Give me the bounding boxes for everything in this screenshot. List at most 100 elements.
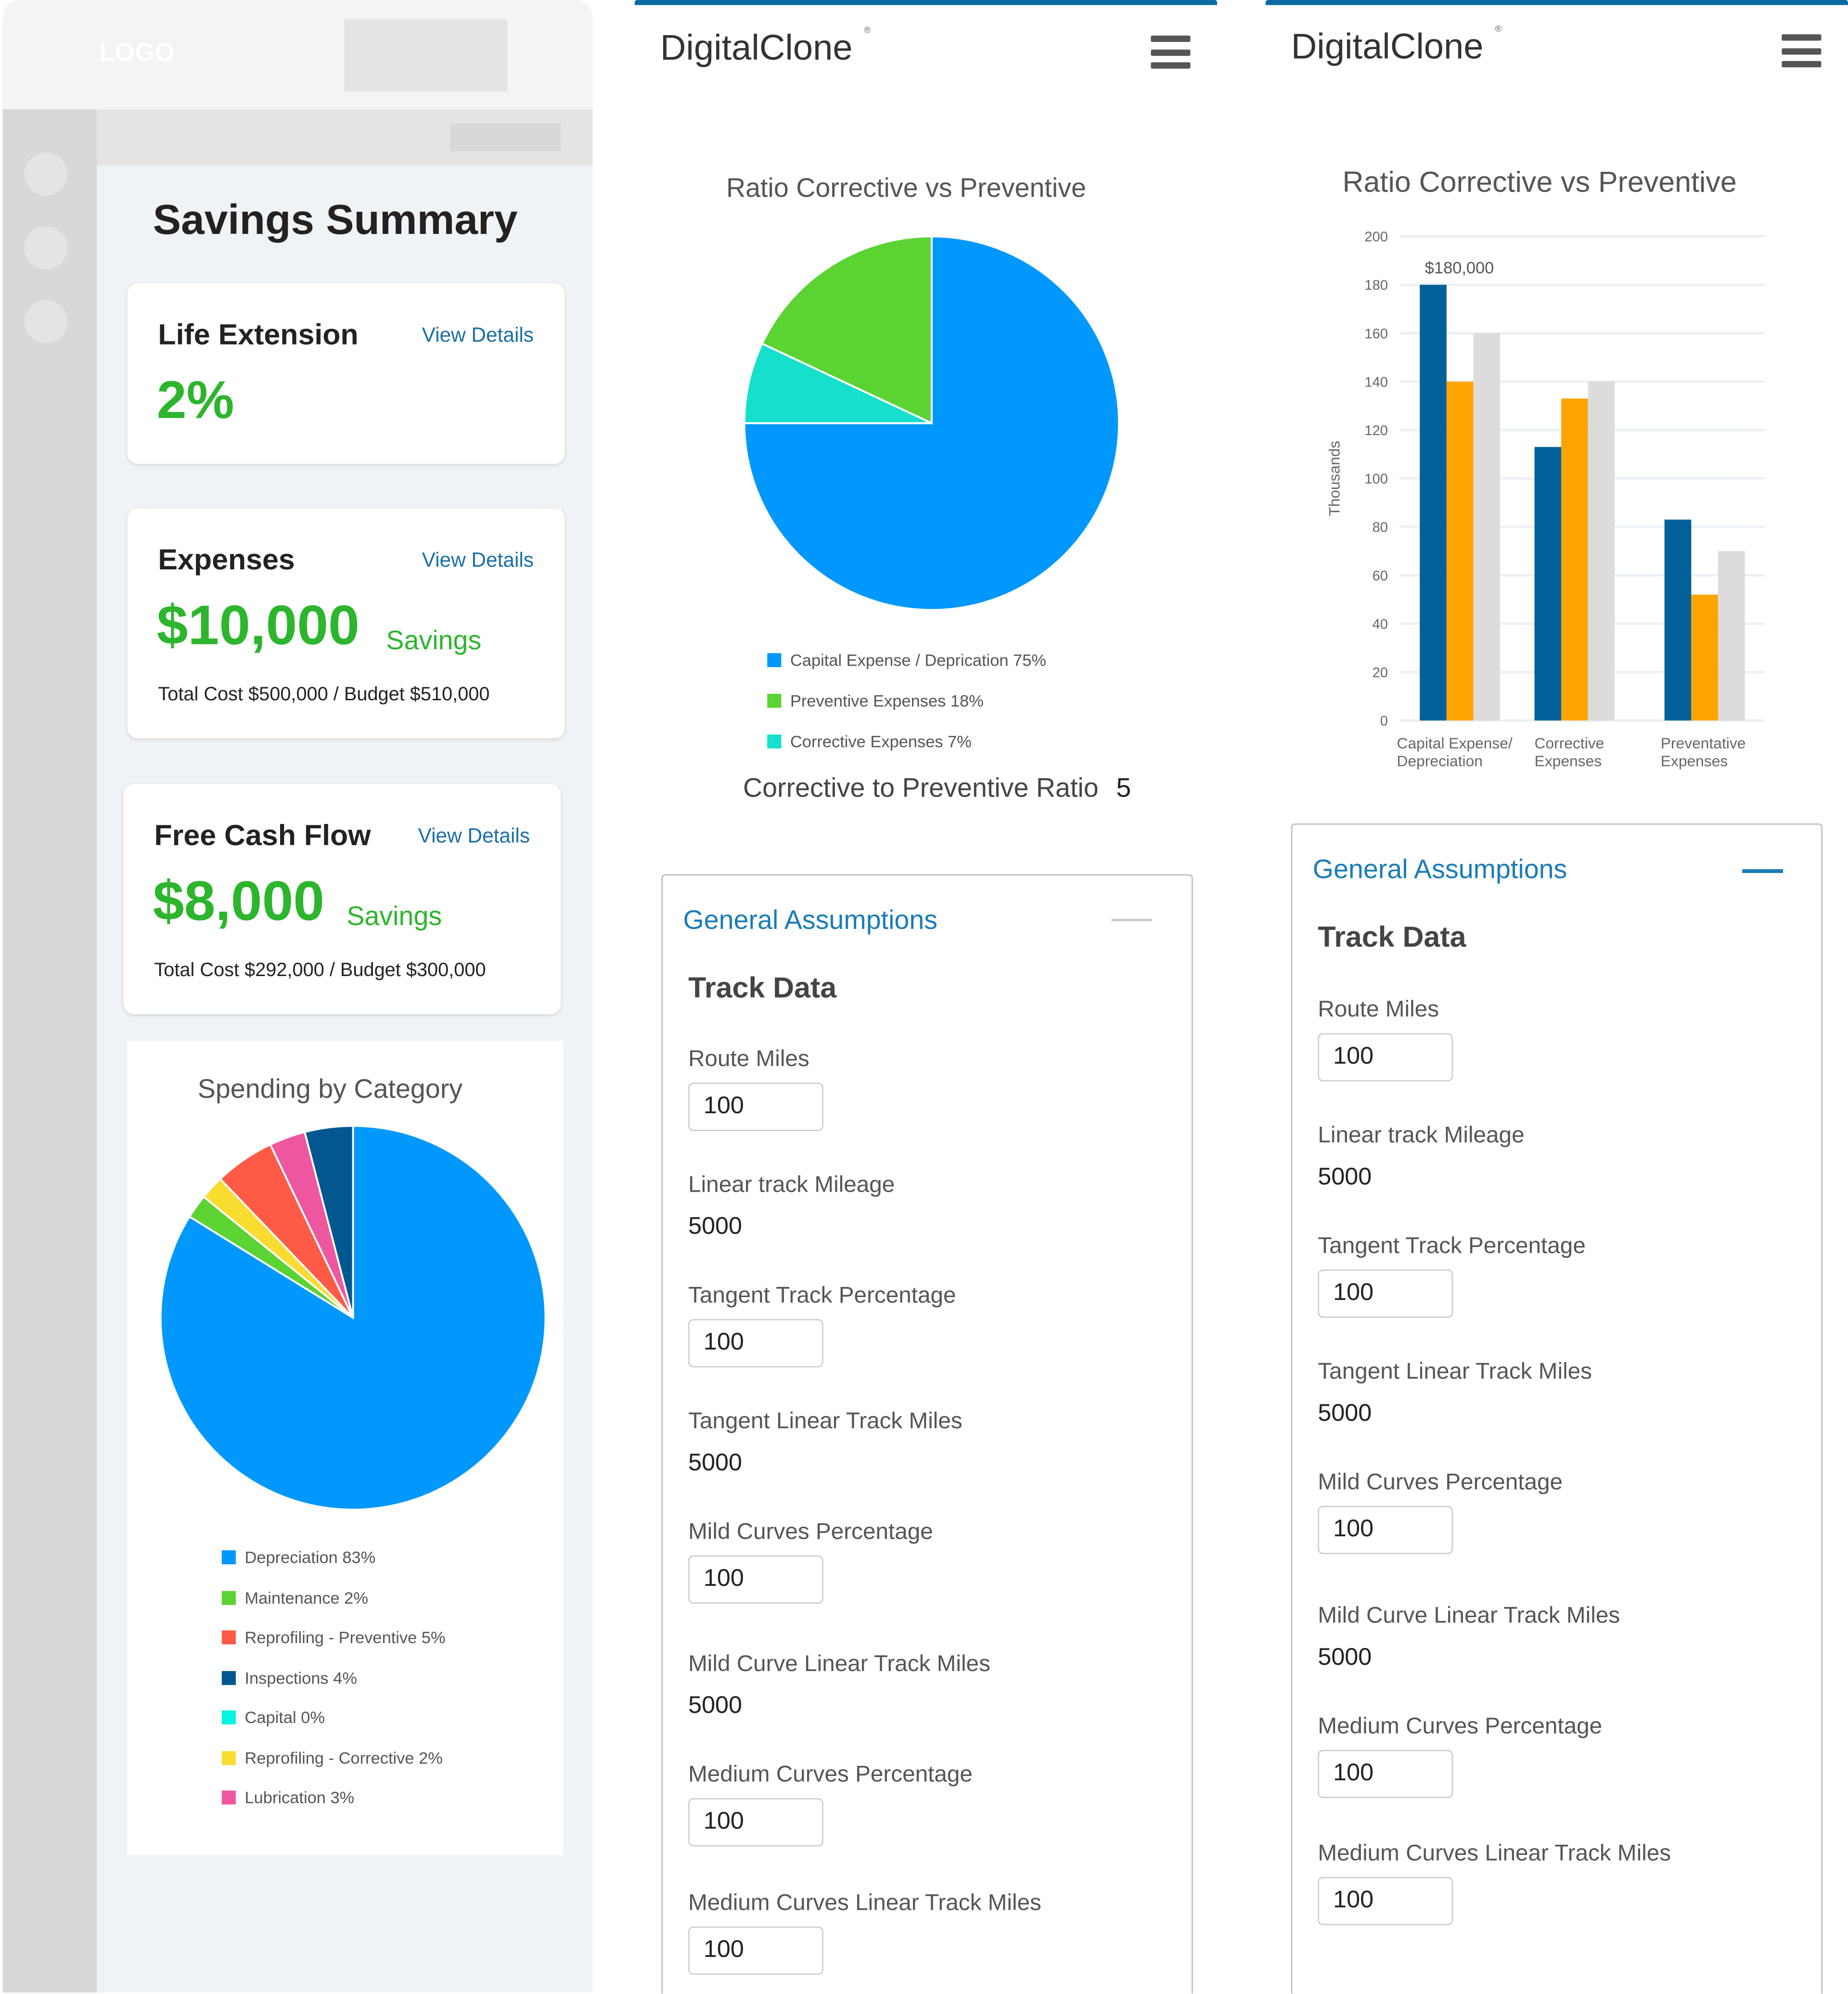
field-value: 5000 [1318,1644,1372,1671]
section-title: Track Data [1318,920,1466,953]
collapse-minus-icon[interactable] [1111,918,1153,922]
field-input[interactable] [1318,1033,1453,1081]
legend-label: Capital 0% [244,1708,325,1727]
free-cash-flow-card: Free Cash Flow View Details $8,000 Savin… [123,784,561,1014]
field-label: Linear track Mileage [1318,1122,1525,1148]
bar[interactable] [1534,447,1562,721]
top-accent-bar [1265,0,1848,5]
legend-swatch [221,1630,236,1645]
savings-label: Savings [386,626,482,656]
sidebar-icon-3[interactable] [24,300,68,343]
general-assumptions-panel: General Assumptions Track Data Route Mil… [1291,823,1823,1994]
logo[interactable]: LOGO [99,39,175,67]
legend-swatch [221,1750,236,1765]
legend-label: Preventive Expenses 18% [790,691,984,710]
bar[interactable] [1588,381,1615,721]
legend-label: Inspections 4% [244,1668,357,1687]
legend-item[interactable]: Capital 0% [221,1708,325,1727]
legend-label: Capital Expense / Deprication 75% [790,650,1046,670]
ratio-value: 5 [1116,773,1131,803]
legend-item[interactable]: Corrective Expenses 7% [767,732,972,751]
field-input[interactable] [688,1319,823,1367]
field-input[interactable] [688,1926,823,1975]
legend-item[interactable]: Inspections 4% [221,1668,357,1687]
view-details-link[interactable]: View Details [418,826,530,848]
top-bar-placeholder[interactable] [449,123,561,152]
view-details-link[interactable]: View Details [422,550,534,572]
brand-name[interactable]: DigitalClone [1291,26,1484,66]
legend-label: Reprofiling - Corrective 2% [244,1748,443,1767]
card-title: Expenses [158,542,295,576]
field-input[interactable] [1318,1877,1453,1926]
field-input[interactable] [1318,1269,1453,1318]
legend-swatch [221,1790,236,1805]
sidebar [2,109,97,1993]
field-input[interactable] [688,1798,823,1847]
brand-name[interactable]: DigitalClone [660,28,853,67]
legend-item[interactable]: Reprofiling - Corrective 2% [221,1748,443,1767]
bar[interactable] [1718,551,1745,721]
sidebar-icon-1[interactable] [24,152,68,196]
field-label: Tangent Track Percentage [688,1282,956,1308]
legend-swatch [221,1670,236,1685]
pie-slice[interactable] [743,342,932,425]
field-label: Medium Curves Linear Track Miles [688,1890,1041,1915]
legend-swatch [767,653,782,668]
legend-item[interactable]: Reprofiling - Preventive 5% [221,1628,446,1647]
middle-mobile-panel: DigitalClone ® Ratio Corrective vs Preve… [634,0,1218,1994]
bar[interactable] [1446,381,1474,721]
field-value: 5000 [688,1450,743,1477]
card-title: Free Cash Flow [154,818,371,852]
legend-swatch [767,694,782,708]
top-accent-bar [634,0,1218,5]
legend-swatch [221,1550,236,1565]
bar[interactable] [1664,519,1692,721]
y-tick-label: 180 [1364,278,1388,293]
x-tick-label: Capital Expense/ Depreciation [1397,734,1513,771]
y-tick-label: 80 [1373,520,1388,535]
legend-item[interactable]: Capital Expense / Deprication 75% [767,650,1046,670]
field-input[interactable] [1318,1750,1453,1799]
y-tick-label: 100 [1364,472,1388,487]
bar[interactable] [1473,333,1501,721]
chart-title: Spending by Category [197,1075,463,1105]
collapse-minus-icon[interactable] [1742,869,1783,873]
spending-pie-chart [159,1125,547,1511]
legend-label: Depreciation 83% [244,1547,376,1567]
general-assumptions-header[interactable]: General Assumptions [1312,855,1567,885]
right-mobile-panel: DigitalClone ® Ratio Corrective vs Preve… [1265,0,1848,1994]
field-input[interactable] [1318,1505,1453,1555]
pie-slice[interactable] [743,235,1120,611]
field-label: Tangent Linear Track Miles [1318,1358,1592,1384]
hamburger-menu-icon[interactable] [1782,34,1822,67]
life-extension-card: Life Extension View Details 2% [127,283,565,464]
field-label: Route Miles [1318,996,1439,1022]
field-value: 5000 [1318,1400,1372,1428]
field-input[interactable] [688,1082,823,1131]
app-header: LOGO [2,0,593,110]
pie-slice[interactable] [761,235,933,425]
bar[interactable] [1691,594,1718,721]
spending-chart-card: Spending by Category Depreciation 83% Mai… [127,1041,564,1855]
hamburger-menu-icon[interactable] [1151,35,1191,69]
legend-item[interactable]: Lubrication 3% [221,1788,354,1807]
field-input[interactable] [688,1555,823,1604]
bar[interactable] [1561,399,1588,721]
x-tick-label: Preventative Expenses [1660,734,1746,771]
bar[interactable] [1420,284,1447,721]
header-placeholder-box [344,19,508,92]
field-label: Mild Curve Linear Track Miles [1318,1602,1620,1628]
legend-item[interactable]: Preventive Expenses 18% [767,691,984,710]
chart-title: Ratio Corrective vs Preventive [726,174,1086,204]
legend-item[interactable]: Depreciation 83% [221,1547,376,1567]
ratio-label: Corrective to Preventive Ratio [743,773,1099,803]
y-axis-label: Thousands [1325,441,1343,516]
cost-budget-text: Total Cost $500,000 / Budget $510,000 [158,683,490,706]
legend-label: Maintenance 2% [244,1588,368,1607]
general-assumptions-header[interactable]: General Assumptions [683,906,938,936]
pie-slice[interactable] [303,1125,354,1318]
legend-item[interactable]: Maintenance 2% [221,1588,368,1607]
sidebar-icon-2[interactable] [24,226,68,270]
ratio-bar-chart: 0 20 40 60 80 100 120 140 160 180 200 Thousands $180… [1325,230,1765,729]
view-details-link[interactable]: View Details [422,325,534,347]
